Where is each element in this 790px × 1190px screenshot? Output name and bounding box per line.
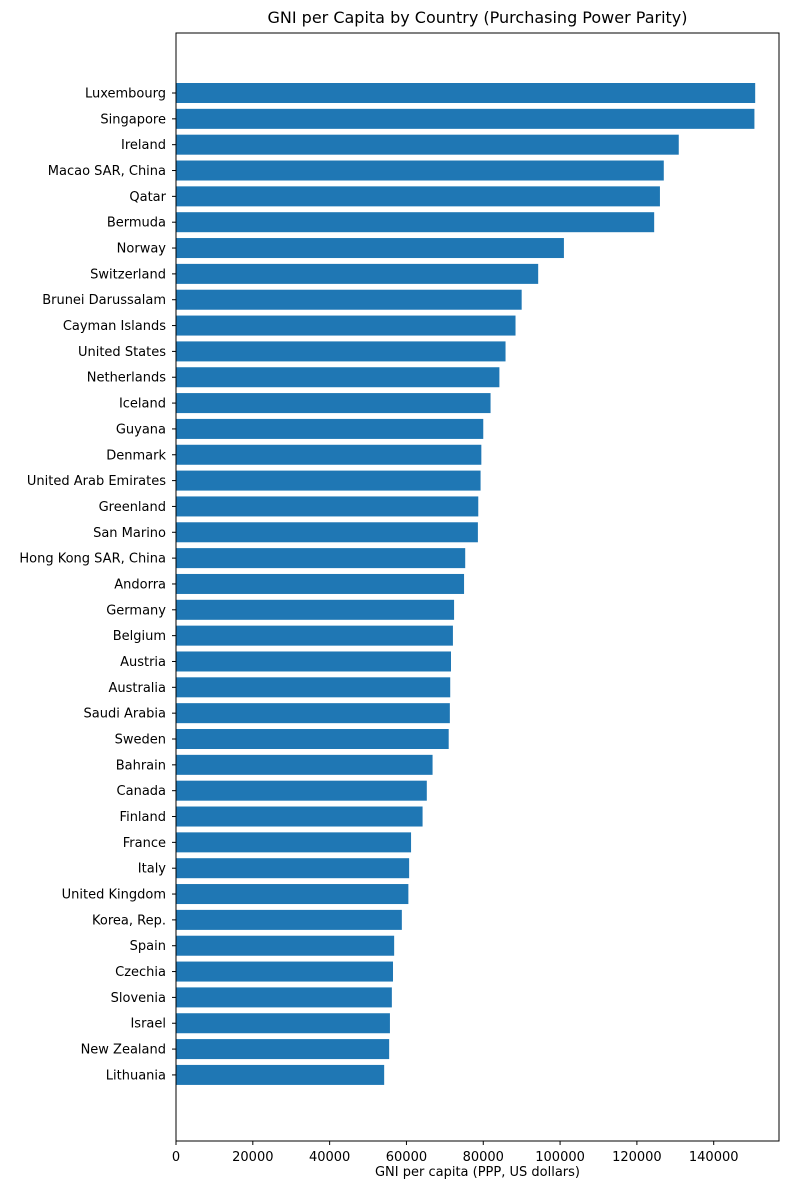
y-tick-label: Korea, Rep. [92, 913, 166, 928]
y-tick-label: United Kingdom [62, 888, 166, 903]
bar-brunei-darussalam [176, 289, 522, 310]
bar-switzerland [176, 263, 539, 284]
bar-iceland [176, 393, 491, 414]
bar-finland [176, 806, 423, 827]
y-tick-label: Norway [117, 242, 167, 257]
y-tick-label: Brunei Darussalam [42, 293, 166, 308]
bar-spain [176, 935, 395, 956]
chart-title: GNI per Capita by Country (Purchasing Po… [267, 8, 687, 27]
y-tick-label: Germany [106, 603, 166, 618]
y-tick-label: Ireland [121, 138, 166, 153]
y-tick-label: Australia [108, 681, 166, 696]
bar-ireland [176, 134, 679, 155]
bar-australia [176, 677, 451, 698]
y-tick-label: Finland [120, 810, 166, 825]
y-tick-label: Luxembourg [85, 87, 166, 102]
bar-bahrain [176, 754, 433, 775]
x-tick-label: 80000 [463, 1150, 504, 1165]
bar-austria [176, 651, 451, 672]
bar-italy [176, 858, 410, 879]
x-tick-label: 20000 [232, 1150, 273, 1165]
y-tick-label: Denmark [106, 448, 166, 463]
y-tick-label: Macao SAR, China [48, 164, 166, 179]
y-tick-label: United Arab Emirates [27, 474, 166, 489]
bar-belgium [176, 625, 453, 646]
y-tick-label: Austria [120, 655, 166, 670]
y-tick-label: Bermuda [107, 216, 166, 231]
x-axis-label: GNI per capita (PPP, US dollars) [375, 1165, 580, 1180]
y-tick-label: New Zealand [81, 1043, 166, 1058]
y-tick-label: Spain [130, 939, 166, 954]
bar-bermuda [176, 212, 655, 233]
plot-frame [175, 32, 780, 1142]
y-tick-label: Italy [138, 862, 167, 877]
y-tick-label: Singapore [100, 112, 166, 127]
bar-united-kingdom [176, 884, 409, 905]
y-tick-label: Iceland [119, 397, 166, 412]
bar-hong-kong-sar-china [176, 548, 466, 569]
x-tick-label: 40000 [309, 1150, 350, 1165]
bar-macao-sar-china [176, 160, 664, 181]
bar-norway [176, 238, 564, 259]
y-tick-label: Switzerland [90, 267, 166, 282]
y-tick-label: Belgium [113, 629, 166, 644]
y-tick-label: Sweden [115, 733, 166, 748]
bar-singapore [176, 108, 755, 129]
bar-netherlands [176, 367, 500, 388]
y-tick-label: Lithuania [106, 1068, 166, 1083]
y-tick-label: Netherlands [87, 371, 166, 386]
x-tick-label: 60000 [386, 1150, 427, 1165]
bar-guyana [176, 418, 484, 439]
bar-qatar [176, 186, 660, 207]
x-tick-label: 120000 [612, 1150, 662, 1165]
y-tick-label: Israel [130, 1017, 166, 1032]
y-tick-label: San Marino [93, 526, 166, 541]
bar-slovenia [176, 987, 392, 1008]
bar-germany [176, 599, 455, 620]
bar-sweden [176, 729, 449, 749]
y-axis-ticks: Luxembourg Singapore Ireland Macao SAR, Chi… [19, 87, 176, 1083]
y-tick-label: Slovenia [111, 991, 166, 1006]
y-tick-label: Czechia [115, 965, 166, 980]
y-tick-label: Andorra [114, 577, 166, 592]
bar-cayman-islands [176, 315, 516, 336]
bar-saudi-arabia [176, 703, 450, 724]
y-tick-label: France [123, 836, 166, 851]
y-tick-label: Bahrain [116, 758, 166, 773]
y-tick-label: Guyana [116, 422, 166, 437]
bar-denmark [176, 444, 482, 465]
bar-andorra [176, 573, 465, 594]
y-tick-label: United States [78, 345, 166, 360]
bar-united-arab-emirates [176, 470, 481, 491]
bar-canada [176, 780, 427, 801]
bar-san-marino [176, 522, 478, 543]
x-axis-ticks: 0 20000 40000 60000 80000 100000 120000 140000 [172, 1141, 739, 1165]
y-tick-label: Saudi Arabia [84, 707, 167, 722]
bar-united-states [176, 341, 506, 362]
y-tick-label: Hong Kong SAR, China [19, 552, 166, 567]
y-tick-label: Canada [117, 784, 166, 799]
bar-lithuania [176, 1064, 385, 1085]
y-tick-label: Greenland [99, 500, 166, 515]
x-tick-label: 0 [172, 1150, 180, 1165]
x-tick-label: 100000 [535, 1150, 585, 1165]
y-tick-label: Qatar [129, 190, 166, 205]
bars-layer [176, 83, 756, 1085]
y-tick-label: Cayman Islands [63, 319, 166, 334]
bar-luxembourg [176, 83, 756, 103]
bar-czechia [176, 961, 394, 982]
bar-france [176, 832, 412, 853]
x-tick-label: 140000 [689, 1150, 739, 1165]
bar-israel [176, 1013, 390, 1034]
bar-korea-rep [176, 909, 402, 930]
bar-new-zealand [176, 1039, 390, 1060]
bar-greenland [176, 496, 479, 517]
